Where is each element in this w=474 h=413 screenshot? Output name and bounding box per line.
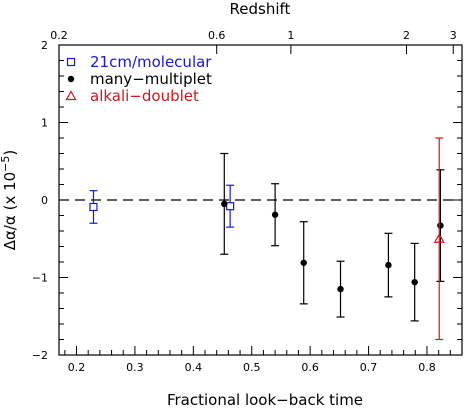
circle-marker — [411, 278, 418, 286]
legend-entry: many−multiplet — [67, 70, 212, 88]
legend-entry: alkali−doublet — [65, 87, 199, 105]
axis-ticks — [58, 44, 463, 356]
triangle-marker — [433, 233, 445, 243]
legend-entry: 21cm/molecular — [66, 53, 212, 71]
legend: 21cm/molecularmany−multipletalkali−doubl… — [65, 53, 212, 105]
x-tick-label: 0.3 — [126, 361, 144, 374]
legend-label: 21cm/molecular — [90, 53, 212, 71]
top-tick-label: 2 — [403, 29, 410, 42]
data-point — [220, 152, 229, 255]
circle-marker — [437, 222, 444, 229]
y-tick-label: −1 — [32, 272, 48, 285]
data-point — [384, 232, 393, 298]
top-tick-label: 1 — [287, 29, 294, 42]
data-point — [436, 169, 445, 282]
circle-marker — [300, 259, 307, 266]
y-axis-title: Δα/α (x 10−5) — [0, 150, 19, 251]
top-tick-label: 0.6 — [208, 29, 226, 42]
x-tick-label: 0.5 — [243, 361, 261, 374]
x-tick-label: 0.7 — [360, 361, 378, 374]
y-tick-label: −2 — [32, 349, 48, 362]
legend-circle-icon — [67, 75, 75, 83]
data-point — [336, 260, 345, 318]
circle-marker — [385, 261, 392, 269]
circle-marker — [271, 211, 279, 218]
legend-label: many−multiplet — [90, 70, 212, 88]
x-tick-label: 0.6 — [301, 361, 319, 374]
top-axis-title: Redshift — [230, 0, 291, 18]
circle-marker — [221, 200, 228, 208]
x-tick-label: 0.8 — [418, 361, 436, 374]
data-point — [271, 183, 280, 247]
x-tick-label: 0.2 — [68, 361, 86, 374]
data-point — [433, 137, 445, 341]
data-point — [89, 190, 98, 224]
x-axis-title: Fractional look−back time — [167, 391, 363, 409]
circle-marker — [337, 285, 344, 293]
data-marks — [89, 137, 445, 341]
data-point — [410, 242, 419, 322]
x-tick-label: 0.4 — [185, 361, 203, 374]
y-tick-label: 0 — [41, 194, 48, 207]
top-tick-label: 0.2 — [50, 29, 68, 42]
data-point — [299, 221, 308, 305]
top-tick-label: 3 — [450, 29, 457, 42]
y-tick-label: 2 — [41, 39, 48, 52]
square-marker — [89, 202, 98, 212]
data-point — [226, 184, 235, 228]
legend-square-icon — [66, 57, 76, 67]
y-tick-label: 1 — [41, 117, 48, 130]
legend-triangle-icon — [65, 90, 77, 101]
legend-label: alkali−doublet — [90, 87, 199, 105]
square-marker — [226, 202, 235, 211]
